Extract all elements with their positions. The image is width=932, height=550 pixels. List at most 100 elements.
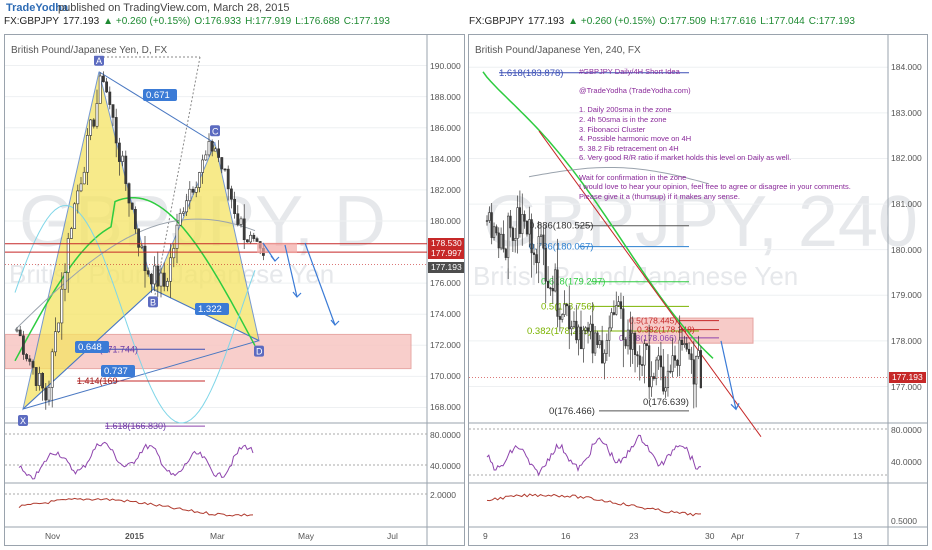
left-point-d-bg [254, 345, 264, 357]
left-candle [207, 141, 211, 156]
left-candle [143, 245, 147, 272]
right-macd-line [486, 493, 702, 517]
right-price-tick: 179.000 [891, 290, 922, 301]
left-candle [15, 329, 19, 332]
left-candle [57, 322, 61, 333]
left-ratio-badge: 0.737 [104, 366, 128, 377]
left-candle [118, 142, 121, 162]
left-candle [217, 148, 221, 158]
left-price-tick: 182.000 [430, 184, 461, 195]
left-fib-label: 1.618(166.830) [105, 421, 166, 431]
right-candle [579, 326, 583, 350]
right-candle [631, 332, 634, 350]
left-candle [175, 224, 179, 249]
left-candle [89, 119, 93, 136]
left-candle [169, 257, 173, 282]
right-candle [669, 370, 672, 373]
brand-link[interactable]: TradeYodha [6, 2, 69, 14]
left-candle [185, 200, 189, 213]
right-price-tick: 183.000 [891, 107, 922, 118]
right-price-tick: 178.000 [891, 335, 922, 346]
right-change: ▲ +0.260 (+0.15%) [568, 16, 656, 27]
right-open: O:177.509 [659, 16, 707, 27]
right-fib-label: 0(176.466) [549, 406, 595, 417]
right-chart-svg: 1.618(183.878) 0.886(180.525) 0.786(180.06… [469, 35, 927, 545]
right-trendline [538, 130, 762, 437]
left-candle [140, 245, 144, 248]
right-sma-green [482, 71, 714, 359]
right-candle [678, 339, 681, 366]
right-candle [542, 234, 545, 249]
left-sma-green [14, 196, 256, 362]
right-candle [547, 280, 550, 289]
left-ratio-badge: 0.671 [146, 90, 170, 101]
left-high: H:177.919 [245, 16, 292, 27]
right-candle [601, 340, 604, 364]
left-candle [210, 141, 214, 152]
left-candle [86, 135, 89, 173]
right-price: 177.193 [528, 16, 565, 27]
idea-notes: #GBPJPY Daily/4H Short Idea @TradeYodha … [579, 67, 851, 201]
right-fib-label: 0.5(178.445) [629, 316, 677, 326]
left-price-tick: 188.000 [430, 91, 461, 102]
right-candle [525, 220, 529, 235]
left-chart-pane[interactable]: GBPJPY, D British Pound/Japanese Yen 1.2… [4, 34, 465, 546]
right-candle [586, 327, 590, 332]
left-candle [92, 119, 96, 127]
right-chart-title: British Pound/Japanese Yen, 240, FX [475, 45, 641, 56]
right-candle [535, 254, 538, 264]
right-symbol[interactable]: FX:GBPJPY [469, 16, 525, 27]
right-candle [688, 348, 691, 355]
right-candle [624, 339, 627, 347]
left-price-tick: 190.000 [430, 60, 461, 71]
right-candle [495, 226, 498, 234]
left-candle [18, 329, 22, 337]
left-time-tick: Nov [45, 531, 61, 541]
right-chart-pane[interactable]: GBPJPY, 240 British Pound/Japanese Yen 1… [468, 34, 928, 546]
right-fib-label: 0.618(179.297) [541, 277, 605, 288]
left-candle [53, 331, 57, 353]
right-candle [633, 332, 637, 355]
left-rsi-tick: 80.0000 [430, 430, 461, 440]
left-ratio-badge: 0.648 [78, 342, 102, 353]
left-low: L:176.688 [295, 16, 340, 27]
left-point-d: D [256, 347, 263, 357]
left-candle [21, 335, 25, 355]
right-fib-label: 0(176.639) [643, 397, 689, 408]
right-candle [648, 345, 651, 388]
right-high: H:177.616 [710, 16, 757, 27]
left-symbol[interactable]: FX:GBPJPY [4, 16, 60, 27]
right-fib-label: 0.382(178.216) [527, 326, 591, 337]
left-time-tick: 2015 [125, 531, 144, 541]
left-candle [25, 354, 29, 360]
left-resistance-box [257, 242, 297, 254]
right-candle [695, 356, 698, 385]
right-time-tick: 30 [705, 531, 715, 541]
left-projection-arrow-head [292, 291, 302, 298]
left-open: O:176.933 [194, 16, 242, 27]
right-candle [666, 370, 670, 389]
right-candle [622, 308, 625, 340]
publish-info: published on TradingView.com, March 28, … [58, 2, 290, 14]
left-candle [233, 198, 237, 215]
left-price-tick: 172.000 [430, 340, 461, 351]
left-point-c-bg [210, 125, 220, 137]
left-candle [102, 75, 105, 83]
right-candle [565, 304, 568, 307]
right-fib-label: 1.618(183.878) [499, 68, 563, 79]
right-candle [690, 353, 693, 361]
right-price-tick: 180.000 [891, 244, 922, 255]
left-projection-arrow-head [270, 255, 280, 262]
left-candle [230, 188, 233, 200]
right-candle [594, 332, 597, 354]
left-rsi-line [18, 441, 254, 480]
left-point-x-bg [18, 415, 28, 427]
left-ratio-badge-bg [195, 303, 229, 315]
left-candle [121, 155, 125, 162]
right-candle [612, 312, 616, 315]
right-candle [530, 219, 533, 254]
left-candle [108, 91, 112, 105]
left-sma-cyan [14, 204, 256, 424]
left-candle [137, 228, 141, 248]
right-candle [532, 252, 536, 255]
